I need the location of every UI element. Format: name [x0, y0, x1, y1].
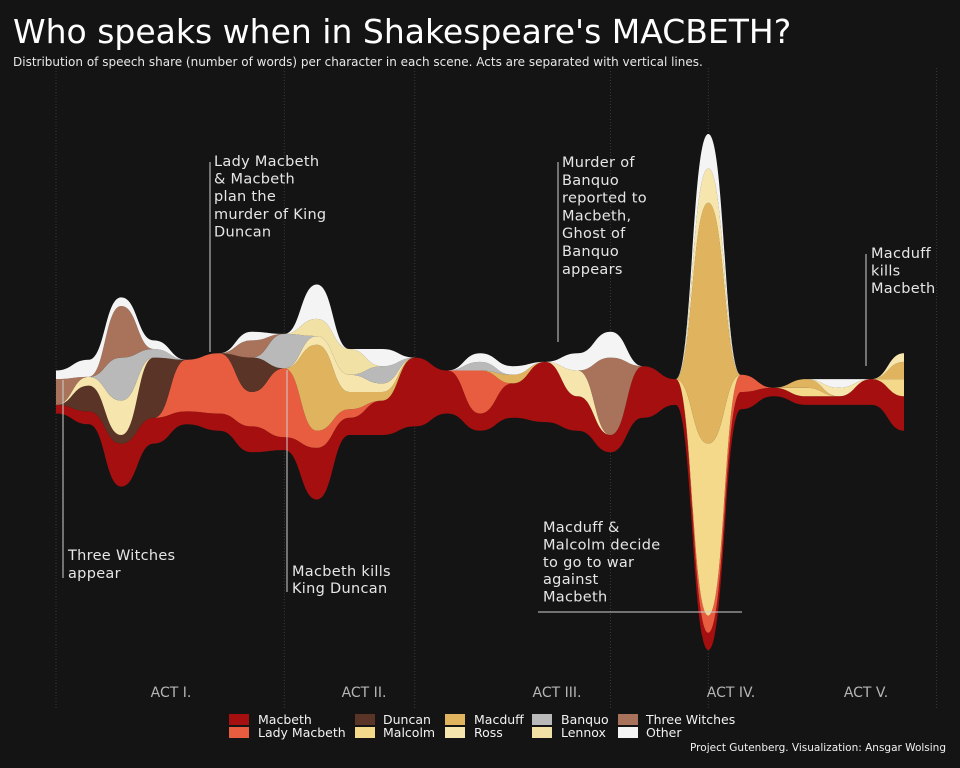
annotation-plan-murder: Lady Macbeth & Macbeth plan the murder o…: [209, 154, 331, 352]
act-label-4: ACT IV.: [707, 685, 755, 701]
svg-text:Banquo: Banquo: [561, 712, 609, 727]
legend-swatch-other: [618, 727, 638, 738]
act-label-5: ACT V.: [844, 685, 888, 701]
legend-swatch-macduff: [445, 714, 465, 725]
svg-text:Lennox: Lennox: [561, 725, 606, 740]
svg-text:Murder of Banquo: Murder of Banquo reported to Macbeth, Gh…: [562, 155, 652, 278]
stream-other: [56, 134, 904, 388]
annotation-war: Macduff & Malcolm decide to go to war ag…: [538, 520, 742, 613]
legend-swatch-macbeth: [229, 714, 249, 725]
legend: Macbeth Lady Macbeth Duncan Malcolm Macd…: [229, 712, 735, 740]
act-label-2: ACT II.: [342, 685, 387, 701]
svg-text:Macduff & Malcolm deci: Macduff & Malcolm decide to go to war ag…: [543, 520, 665, 606]
stream-lady-macbeth: [56, 353, 904, 633]
legend-swatch-three-witches: [618, 714, 638, 725]
legend-item-malcolm: Malcolm: [355, 725, 435, 740]
credit-text: Project Gutenberg. Visualization: Ansgar…: [690, 742, 946, 754]
legend-swatch-malcolm: [355, 727, 375, 738]
legend-item-lady-macbeth: Lady Macbeth: [229, 725, 346, 740]
svg-text:Macduff kills: Macduff kills Macbeth: [871, 246, 936, 297]
svg-text:Malcolm: Malcolm: [383, 725, 435, 740]
annotations: Three Witches appear Lady Macbeth & Macb…: [62, 154, 936, 613]
svg-text:Three Witches: Three Witches: [645, 712, 735, 727]
legend-swatch-lady-macbeth: [229, 727, 249, 738]
svg-text:Macduff: Macduff: [474, 712, 524, 727]
legend-item-duncan: Duncan: [355, 712, 431, 727]
legend-swatch-duncan: [355, 714, 375, 725]
stream-malcolm: [56, 353, 904, 616]
annotation-macduff-kills: Macduff kills Macbeth: [865, 246, 936, 366]
svg-text:Duncan: Duncan: [383, 712, 431, 727]
legend-item-banquo: Banquo: [532, 712, 609, 727]
svg-text:Lady Macbeth & Macbeth: Lady Macbeth & Macbeth plan the murder o…: [214, 154, 331, 240]
annotation-kills-duncan: Macbeth kills King Duncan: [286, 370, 396, 597]
legend-item-macbeth: Macbeth: [229, 712, 312, 727]
svg-text:Other: Other: [646, 725, 682, 740]
stream-layers: [56, 134, 904, 650]
svg-text:Macbeth: Macbeth: [258, 712, 312, 727]
svg-text:Macbeth kills King Dun: Macbeth kills King Duncan: [292, 564, 396, 597]
legend-swatch-lennox: [532, 727, 552, 738]
act-label-1: ACT I.: [151, 685, 192, 701]
legend-item-three-witches: Three Witches: [618, 712, 735, 727]
svg-text:Three Witches appear: Three Witches appear: [67, 548, 180, 582]
legend-swatch-banquo: [532, 714, 552, 725]
chart-subtitle: Distribution of speech share (number of …: [13, 55, 703, 69]
stream-macduff: [56, 202, 904, 444]
act-label-3: ACT III.: [533, 685, 582, 701]
legend-item-macduff: Macduff: [445, 712, 524, 727]
annotation-banquo: Murder of Banquo reported to Macbeth, Gh…: [557, 155, 652, 342]
act-labels: ACT I. ACT II. ACT III. ACT IV. ACT V.: [151, 685, 889, 701]
svg-text:Ross: Ross: [474, 725, 503, 740]
stream-macbeth: [56, 357, 904, 650]
legend-item-other: Other: [618, 725, 682, 740]
chart-title: Who speaks when in Shakespeare's MACBETH…: [13, 12, 792, 51]
svg-text:Lady Macbeth: Lady Macbeth: [258, 725, 346, 740]
annotation-three-witches: Three Witches appear: [62, 380, 180, 582]
legend-swatch-ross: [445, 727, 465, 738]
legend-item-lennox: Lennox: [532, 725, 606, 740]
legend-item-ross: Ross: [445, 725, 503, 740]
